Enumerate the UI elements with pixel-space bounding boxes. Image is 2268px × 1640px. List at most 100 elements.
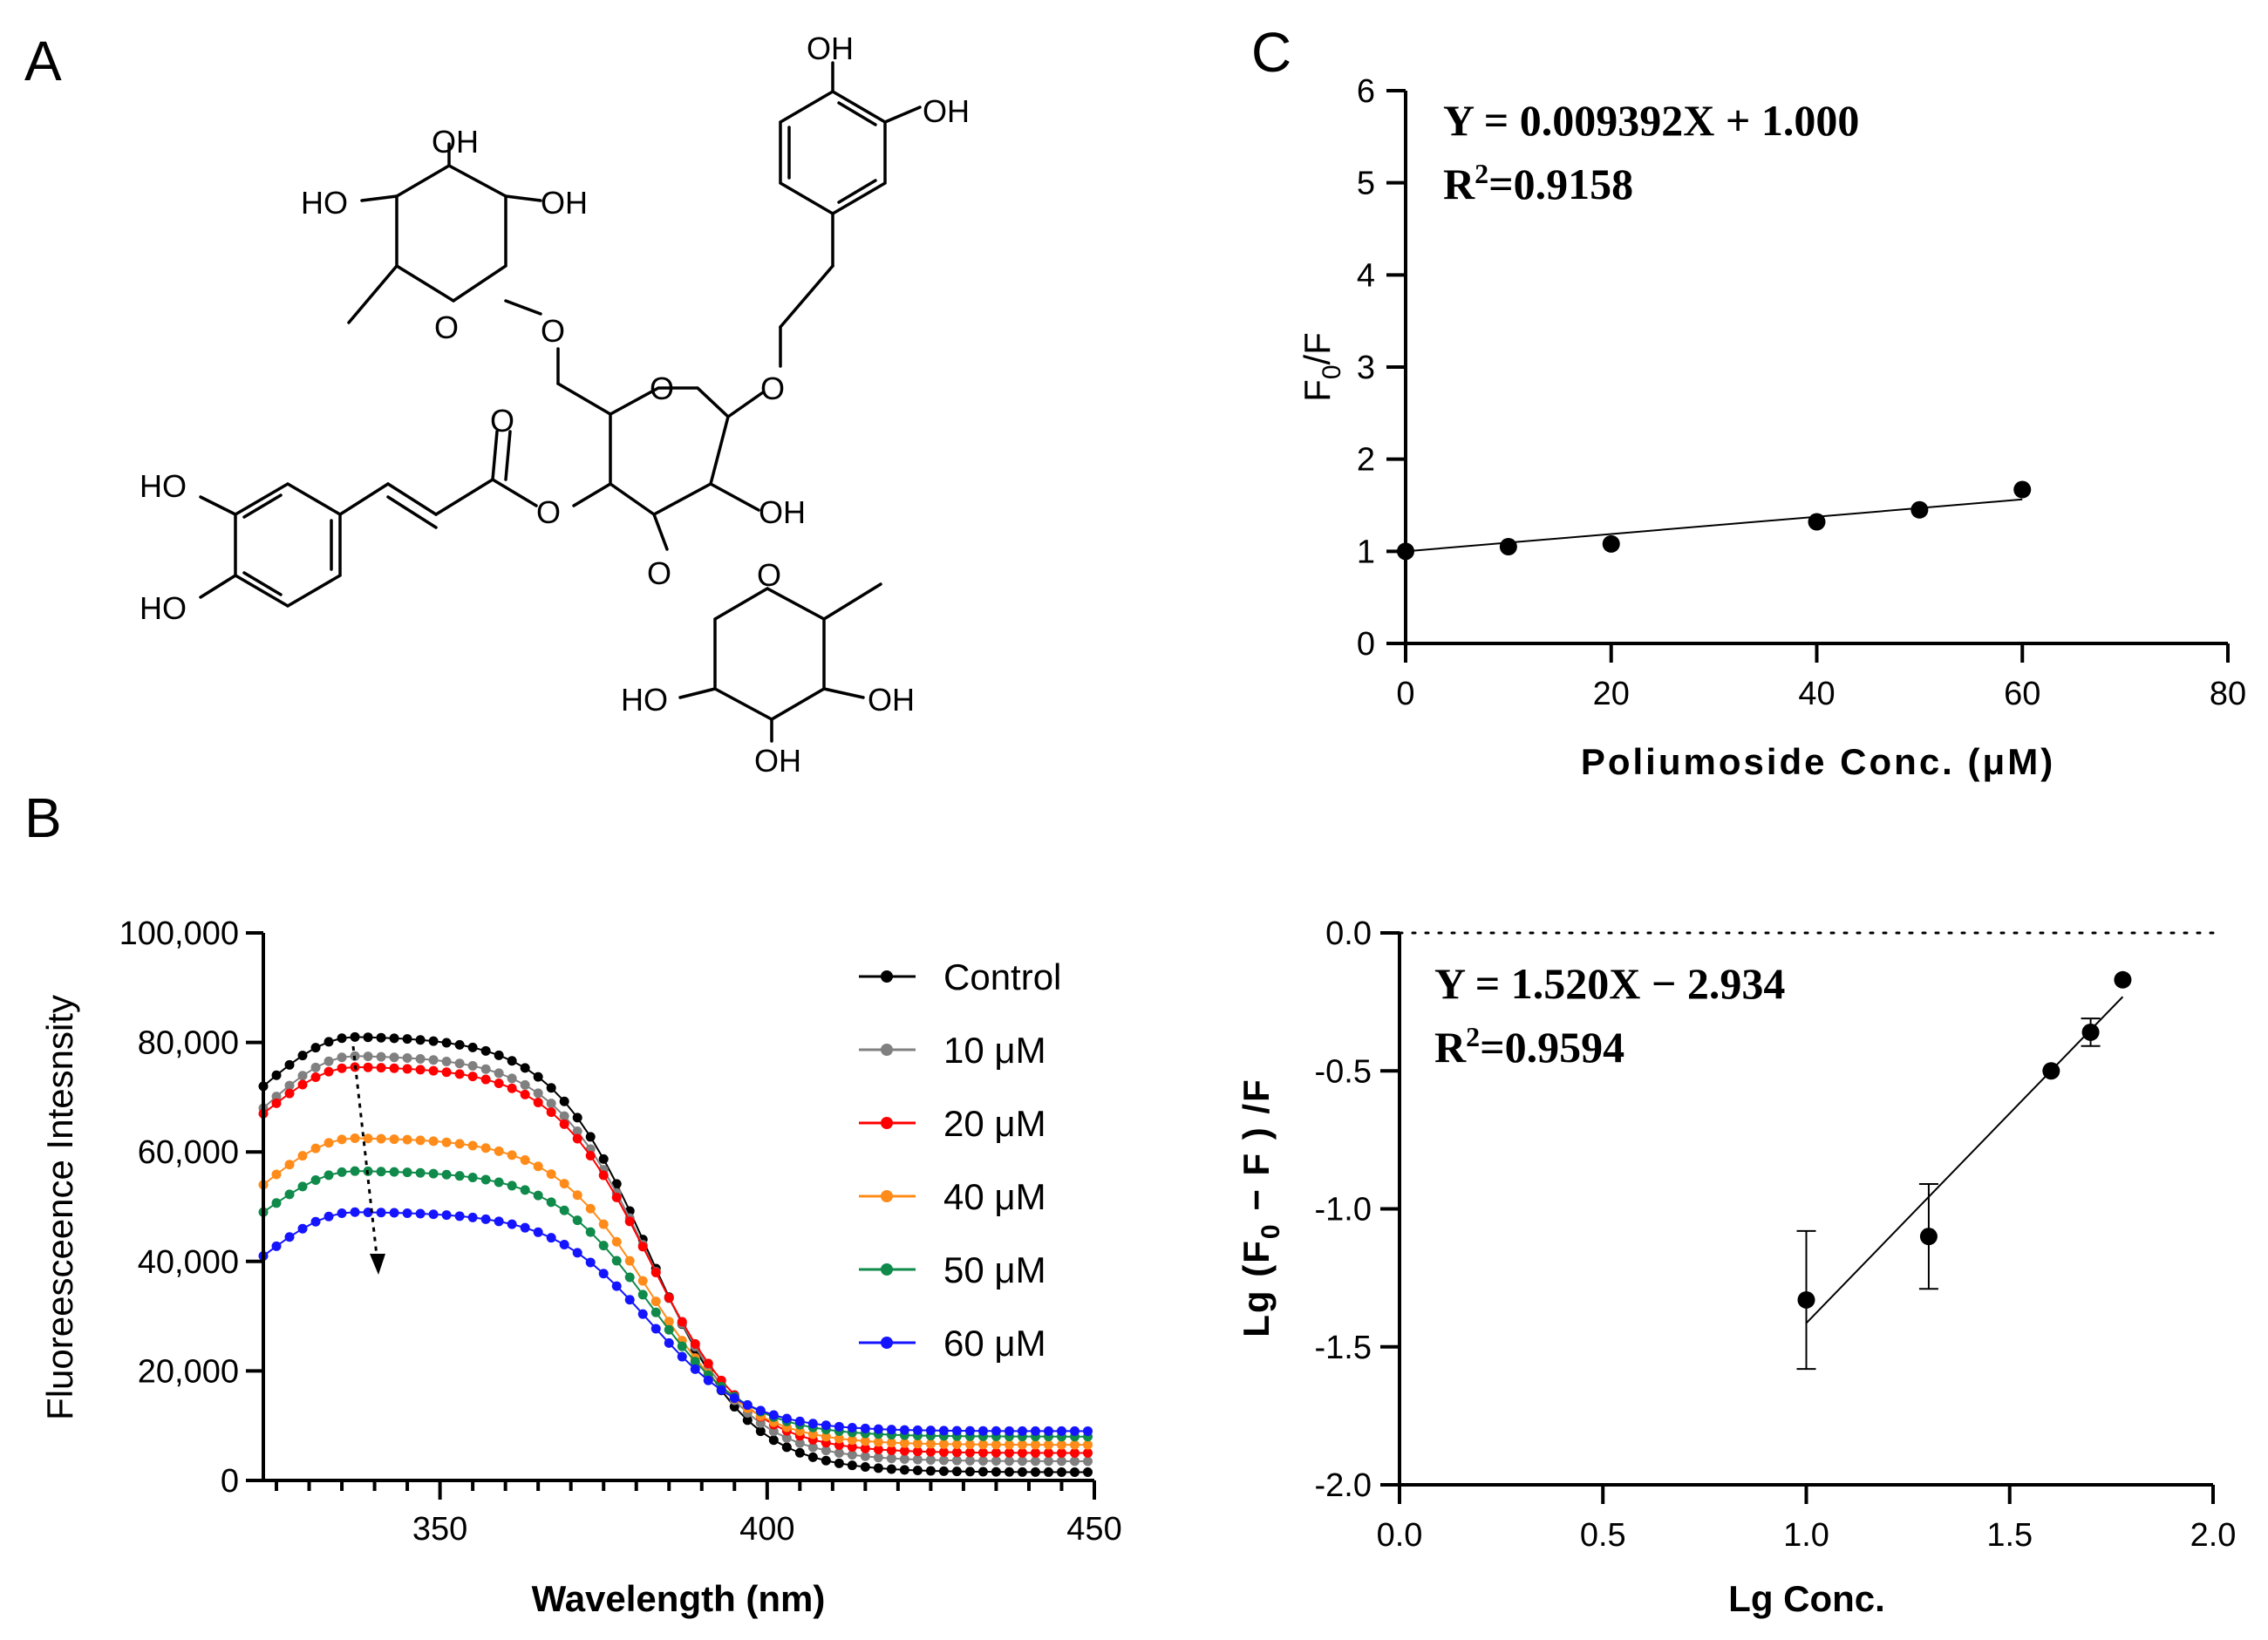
y-tick-label: 0 [1357,626,1375,663]
legend-marker [881,1190,893,1202]
data-point [1004,1447,1014,1458]
data-point [533,1088,543,1099]
data-point [533,1190,543,1201]
data-point [834,1447,844,1458]
data-point [611,1236,622,1247]
data-point [703,1358,713,1369]
fit-equation: Y = 0.009392X + 1.000 [1443,96,1859,145]
x-tick-label: 400 [739,1511,794,1548]
atom-label: O [536,494,561,530]
data-point [415,1167,426,1178]
data-point [977,1466,988,1477]
data-point [572,1133,582,1144]
data-point [376,1063,386,1073]
x-tick-label: 20 [1593,676,1630,712]
data-point [873,1453,883,1463]
data-point [507,1083,517,1093]
data-point [1069,1448,1080,1459]
data-point [284,1189,295,1200]
x-tick-label: 2.0 [2190,1517,2237,1554]
data-point [454,1058,465,1069]
data-point [729,1393,739,1404]
data-point [847,1435,857,1446]
data-point [755,1405,766,1416]
data-point [951,1447,962,1458]
data-point [847,1460,857,1471]
data-point [1056,1456,1066,1466]
data-point [559,1239,569,1249]
legend-marker [881,1044,893,1056]
y-tick-label: 100,000 [119,915,239,952]
data-point [821,1455,831,1466]
data-point [324,1066,334,1077]
data-point [337,1063,347,1073]
data-point [350,1133,360,1143]
data-point [310,1043,321,1053]
data-point [454,1171,465,1181]
data-point [938,1439,949,1449]
data-point [271,1169,282,1180]
legend-label: Control [943,956,1061,997]
data-point [284,1088,295,1099]
data-point [533,1161,543,1172]
data-point [533,1072,543,1082]
data-point [951,1426,962,1436]
legend-marker [881,1337,893,1349]
data-point [297,1181,308,1192]
atom-label: OH [541,185,588,221]
data-point [376,1032,386,1043]
data-point [1017,1466,1027,1477]
data-point [284,1232,295,1242]
data-point [297,1079,308,1090]
data-point [350,1166,360,1176]
data-point [912,1425,923,1435]
data-point [441,1210,452,1221]
data-point [860,1451,870,1461]
r-squared: R2=0.9594 [1434,1021,1624,1072]
atom-label: O [490,403,514,439]
data-point [742,1399,753,1410]
data-point [991,1466,1001,1477]
data-point [585,1257,596,1268]
data-point [389,1134,399,1145]
data-point [925,1455,936,1466]
data-point [297,1071,308,1081]
data-point [938,1447,949,1458]
y-tick-label: 5 [1357,166,1375,202]
data-point [650,1296,661,1307]
data-point [703,1375,713,1385]
data-point [964,1447,975,1458]
data-point [1910,500,1929,519]
x-tick-label: 0.5 [1580,1517,1626,1554]
y-tick-label: 3 [1357,350,1375,386]
data-point [624,1256,635,1266]
data-point [585,1132,596,1142]
data-point [520,1185,530,1195]
data-point [402,1134,412,1145]
data-point [938,1426,949,1436]
data-point [1030,1439,1040,1450]
data-point [873,1444,883,1454]
data-point [546,1169,556,1180]
data-point [650,1267,661,1277]
data-point [624,1216,635,1227]
y-tick-label: 80,000 [138,1025,239,1062]
x-tick-label: 1.0 [1783,1517,1829,1554]
atom-label: HO [621,682,668,718]
data-point [1056,1426,1066,1436]
data-point [677,1317,687,1327]
data-point [284,1160,295,1170]
panel-label-c: C [1251,21,1291,84]
series-line [262,1170,1088,1438]
y-tick-label: 0 [221,1463,239,1500]
data-point [337,1052,347,1063]
data-point [415,1035,426,1045]
x-axis-title: Poliumoside Conc. (μM) [1581,741,2055,782]
data-point [611,1256,622,1266]
data-point [781,1442,792,1453]
atom-label: HO [301,185,348,221]
data-point [546,1099,556,1109]
data-point [337,1033,347,1044]
data-point [1004,1456,1014,1466]
data-point [480,1045,491,1056]
